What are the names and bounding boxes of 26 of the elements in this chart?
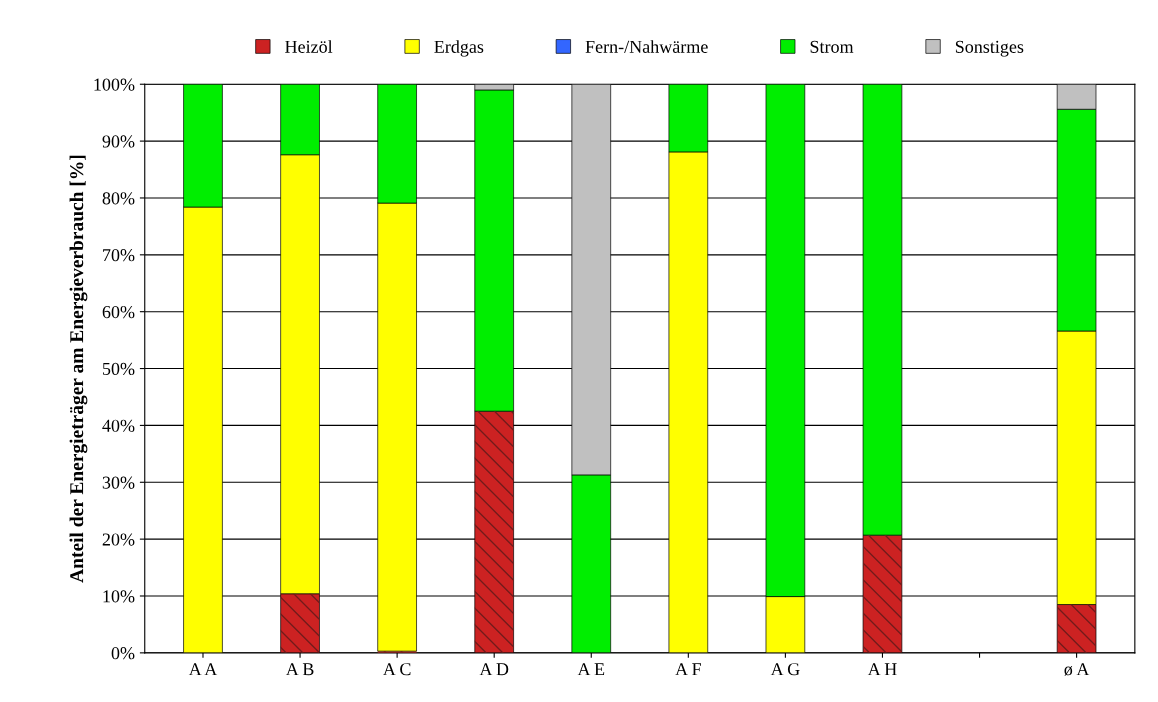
y-tick-label: 100% [94, 78, 135, 91]
y-tick-label: 80% [102, 192, 135, 205]
y-tick-label: 10% [103, 590, 135, 603]
legend-label: Strom [810, 40, 854, 53]
x-tick-label: A D [479, 663, 509, 676]
y-tick-label: 0% [111, 647, 135, 660]
y-tick-label: 50% [102, 362, 135, 376]
y-tick-label: 20% [102, 533, 135, 546]
x-tick-label: A B [285, 663, 314, 676]
legend-label: Fern-/Nahwärme [585, 40, 708, 53]
y-axis-title: Anteil der Energieträger am Energieverbrauch [%] [69, 155, 88, 583]
y-tick-label: 30% [102, 476, 135, 489]
x-tick-label: ø A [1064, 663, 1090, 676]
x-tick-label: A H [867, 663, 897, 676]
y-tick-label: 40% [102, 419, 135, 432]
y-tick-label: 70% [103, 249, 135, 262]
x-tick-label: A E [577, 663, 605, 676]
x-tick-label: A A [188, 663, 218, 676]
legend-label: Heizöl [285, 40, 333, 53]
y-tick-label: 90% [102, 135, 135, 148]
x-tick-label: A F [675, 663, 701, 676]
y-tick-label: 60% [102, 305, 135, 319]
x-tick-label: A G [770, 663, 800, 676]
legend-label: Erdgas [434, 40, 484, 57]
legend-label: Sonstiges [955, 40, 1024, 57]
x-tick-label: A C [383, 663, 411, 676]
